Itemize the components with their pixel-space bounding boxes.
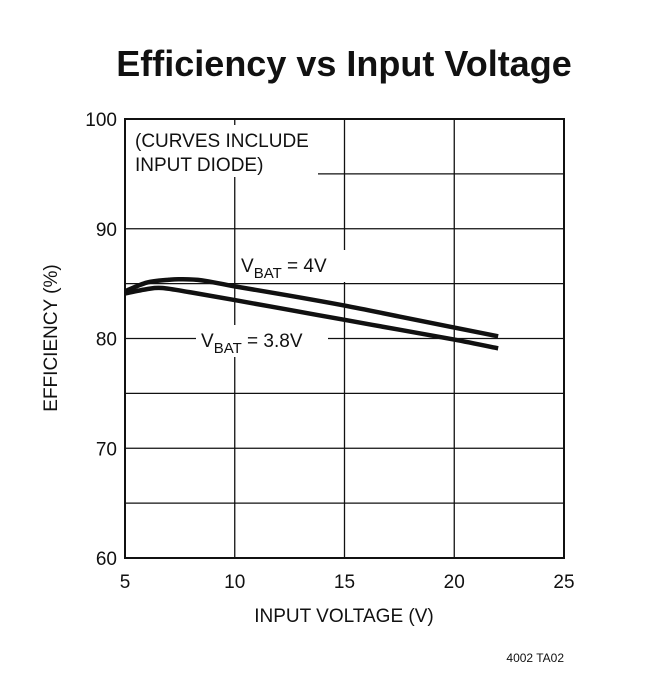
series-line-0 <box>124 276 499 339</box>
y-axis-label: EFFICIENCY (%) <box>41 264 62 411</box>
x-tick-label: 25 <box>553 572 574 593</box>
y-tick-label: 100 <box>85 110 117 131</box>
label-background-3v8 <box>196 325 328 357</box>
figure-code: 4002 TA02 <box>506 651 564 665</box>
series-label-4v: VBAT = 4V <box>241 256 327 282</box>
y-tick-label: 90 <box>96 220 117 241</box>
chart-title: Efficiency vs Input Voltage <box>116 43 571 84</box>
series-line-1 <box>124 285 499 351</box>
y-tick-label: 60 <box>96 549 117 570</box>
x-tick-label: 20 <box>444 572 465 593</box>
plot-frame <box>124 118 565 559</box>
annotation-line-2: INPUT DIODE) <box>135 155 263 176</box>
x-axis-label: INPUT VOLTAGE (V) <box>254 606 433 627</box>
x-tick-label: 5 <box>120 572 131 593</box>
y-tick-label: 80 <box>96 330 117 351</box>
tick-labels: 5 10 15 20 25 60 70 80 90 100 <box>85 110 574 593</box>
series-label-3v8: VBAT = 3.8V <box>201 331 303 357</box>
annotation-background <box>126 125 318 177</box>
y-tick-label: 70 <box>96 439 117 460</box>
series-lines <box>124 276 499 351</box>
x-tick-label: 10 <box>224 572 245 593</box>
grid <box>124 118 565 559</box>
annotation-line-1: (CURVES INCLUDE <box>135 131 309 152</box>
label-background-4v <box>238 250 366 282</box>
x-tick-label: 15 <box>334 572 355 593</box>
